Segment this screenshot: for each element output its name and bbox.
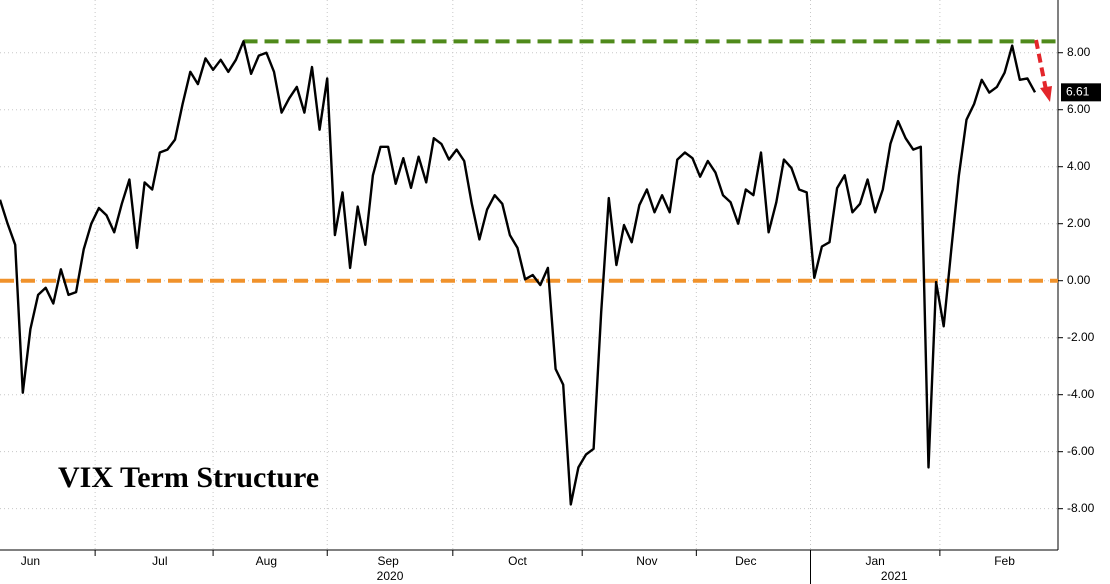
y-tick-label: 8.00 (1067, 45, 1091, 59)
y-tick-label: 0.00 (1067, 273, 1091, 287)
year-label: 2021 (881, 569, 908, 583)
y-tick-label: -4.00 (1067, 387, 1095, 401)
last-value-label: 6.61 (1066, 85, 1090, 99)
y-tick-label: -6.00 (1067, 444, 1095, 458)
y-tick-label: -8.00 (1067, 501, 1095, 515)
x-tick-label: Aug (256, 554, 277, 568)
x-tick-label: Jan (866, 554, 885, 568)
x-tick-label: Nov (636, 554, 657, 568)
chart-title: VIX Term Structure (58, 461, 319, 494)
x-tick-label: Feb (994, 554, 1015, 568)
y-tick-label: 6.00 (1067, 102, 1091, 116)
y-tick-label: 2.00 (1067, 216, 1091, 230)
arrow-head (1040, 86, 1052, 102)
x-tick-label: Oct (508, 554, 527, 568)
arrow-shaft (1034, 39, 1048, 91)
x-tick-label: Jun (21, 554, 40, 568)
x-tick-label: Sep (377, 554, 399, 568)
y-tick-label: -2.00 (1067, 330, 1095, 344)
last-value-box (1061, 83, 1101, 102)
y-tick-label: 4.00 (1067, 159, 1091, 173)
x-tick-label: Jul (152, 554, 167, 568)
year-label: 2020 (377, 569, 404, 583)
x-tick-label: Dec (735, 554, 756, 568)
data-line (0, 40, 1037, 506)
